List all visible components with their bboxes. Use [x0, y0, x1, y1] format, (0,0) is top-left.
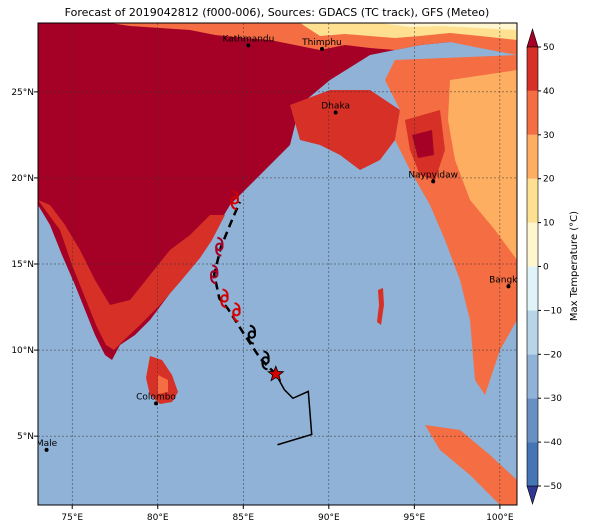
y-tick-label: 15°N — [11, 260, 34, 270]
colorbar-tick-label: 40 — [543, 87, 555, 97]
colorbar-swatch — [527, 442, 538, 486]
colorbar-tick-label: −40 — [543, 438, 562, 448]
city-label: Colombo — [136, 392, 176, 402]
city-label: Thimphu — [301, 38, 342, 48]
cyclone-track-observed — [275, 373, 313, 446]
cyclone-symbol-icon — [215, 236, 224, 257]
y-tick-label: 20°N — [11, 174, 34, 184]
x-tick-label: 90°E — [318, 513, 340, 523]
land-sri-lanka-center — [158, 375, 168, 394]
city-label: Naypyidaw — [408, 170, 458, 180]
land-warm-band — [38, 200, 225, 350]
cyclone-track-forecast — [212, 201, 277, 376]
cyclone-symbol-icon — [220, 288, 229, 309]
cyclone-symbol-icon — [261, 350, 270, 371]
cyclone-symbol-icon — [232, 302, 241, 323]
colorbar-swatch — [527, 266, 538, 311]
x-tick-label: 95°E — [404, 513, 426, 523]
city-marker — [44, 447, 49, 452]
colorbar-tick-label: −20 — [543, 350, 562, 360]
colorbar-min-extend — [526, 485, 539, 506]
colorbar-tick-label: −30 — [543, 394, 562, 404]
city-label: Male — [36, 439, 58, 449]
land-bangladesh — [290, 90, 400, 170]
x-tick-label: 85°E — [232, 513, 254, 523]
city-label: Kathmandu — [222, 34, 274, 44]
colorbar-swatch — [527, 178, 538, 223]
map-gridlines — [38, 23, 517, 505]
colorbar-tick-label: 20 — [543, 175, 555, 185]
colorbar-swatch — [527, 90, 538, 135]
current-position-star-icon — [267, 365, 285, 382]
colorbar-swatch — [527, 354, 538, 399]
colorbar-swatch — [527, 310, 538, 355]
cyclone-symbol-icon — [247, 324, 257, 345]
cyclone-symbol-icon — [210, 264, 219, 285]
x-tick-label: 75°E — [61, 513, 83, 523]
city-label: Bangkok — [489, 275, 529, 285]
colorbar-swatch — [527, 134, 538, 179]
land-andaman — [377, 288, 384, 325]
colorbar-tick-label: −50 — [543, 482, 562, 492]
land-myanmar-core — [412, 130, 434, 158]
chart-title: Forecast of 2019042812 (f000-006), Sourc… — [64, 6, 490, 19]
colorbar-tick-label: 30 — [543, 131, 555, 141]
colorbar-tick-label: 0 — [543, 263, 549, 273]
y-tick-label: 5°N — [17, 432, 34, 442]
city-marker — [333, 110, 338, 115]
y-tick-label: 10°N — [11, 346, 34, 356]
colorbar-swatch — [527, 398, 538, 443]
x-tick-label: 80°E — [147, 513, 169, 523]
colorbar-label: Max Temperature (°C) — [569, 211, 580, 321]
city-marker — [319, 46, 324, 51]
colorbar-tick-label: −10 — [543, 306, 562, 316]
city-marker — [506, 284, 511, 289]
colorbar-swatch — [527, 47, 538, 91]
colorbar-swatch — [527, 222, 538, 267]
colorbar-tick-label: 10 — [543, 219, 555, 229]
city-label: Dhaka — [321, 102, 350, 112]
colorbar-tick-label: 50 — [543, 43, 555, 53]
x-tick-label: 100°E — [486, 513, 514, 523]
city-marker — [246, 43, 251, 48]
cyclone-symbol-icon — [230, 190, 239, 211]
city-marker — [431, 179, 436, 184]
y-tick-label: 25°N — [11, 88, 34, 98]
city-marker — [154, 401, 159, 406]
land-himalaya-snow — [300, 23, 517, 40]
colorbar-max-extend — [526, 27, 539, 48]
land-sumatra — [425, 425, 517, 505]
